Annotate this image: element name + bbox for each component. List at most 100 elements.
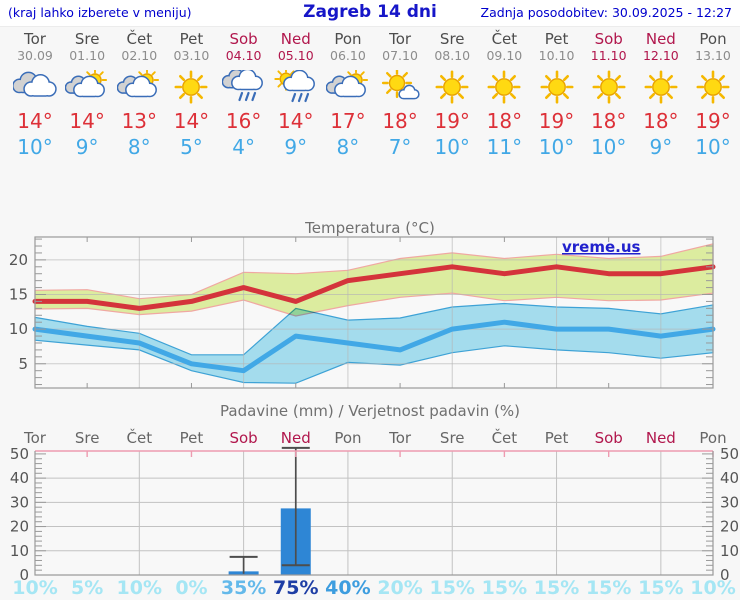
- day-name: Tor: [24, 30, 46, 48]
- weather-icon-rain: [216, 68, 272, 106]
- precip-day-label: Sre: [74, 429, 100, 447]
- day-name: Tor: [389, 30, 412, 48]
- precip-probability: 75%: [273, 577, 319, 599]
- precip-day-label: Ned: [645, 429, 676, 447]
- precip-axis-label-right: 50: [720, 445, 739, 463]
- day-date: 04.10: [225, 48, 262, 63]
- day-name: Čet: [126, 30, 153, 48]
- day-date: 07.10: [382, 48, 418, 63]
- day-name: Pet: [544, 30, 569, 48]
- day-date: 13.10: [695, 48, 731, 63]
- precip-probability: 15%: [533, 577, 580, 599]
- day-min-temp: 10°: [434, 135, 470, 159]
- day-max-temp: 14°: [278, 109, 314, 133]
- weather-icon-sunny: [581, 70, 637, 106]
- day-min-temp: 10°: [17, 135, 53, 159]
- precip-probability: 10%: [690, 577, 736, 599]
- day-name: Sre: [74, 30, 100, 48]
- precip-day-label: Pet: [179, 429, 204, 447]
- precip-day-label: Tor: [389, 429, 412, 447]
- precip-axis-label-right: 20: [720, 518, 739, 536]
- watermark-link[interactable]: vreme.us: [562, 238, 641, 256]
- precipitation-chart-title: Padavine (mm) / Verjetnost padavin (%): [220, 402, 520, 420]
- day-name: Ned: [280, 30, 311, 48]
- day-max-temp: 18°: [486, 109, 523, 133]
- day-column: Sob 04.10 16° 4°: [216, 30, 272, 160]
- day-column: Sob 11.10 18° 10°: [581, 30, 637, 160]
- weather-icon-sunny: [529, 70, 585, 106]
- precip-probability: 10%: [116, 577, 163, 599]
- precip-day-label: Ned: [280, 429, 311, 447]
- day-max-temp: 14°: [173, 109, 210, 133]
- weather-icon-sunny: [685, 70, 740, 106]
- weather-icon-sun-cloud: [372, 67, 428, 106]
- precip-axis-label-left: 40: [10, 469, 29, 487]
- day-max-temp: 18°: [382, 109, 418, 133]
- day-date: 03.10: [173, 48, 210, 63]
- temp-axis-label: 5: [18, 355, 28, 373]
- weather-icon-partly: [59, 67, 115, 106]
- temp-axis-label: 20: [9, 251, 28, 269]
- precip-axis-label-right: 10: [720, 542, 739, 560]
- day-name: Čet: [491, 30, 518, 48]
- precip-day-label: Pon: [699, 429, 727, 447]
- day-date: 30.09: [17, 48, 53, 63]
- day-date: 01.10: [69, 48, 106, 63]
- day-max-temp: 19°: [434, 109, 470, 133]
- precip-day-label: Sob: [594, 429, 623, 447]
- day-max-temp: 19°: [695, 109, 731, 133]
- page-title: Zagreb 14 dni: [303, 2, 437, 22]
- precip-probability: 20%: [377, 577, 423, 599]
- precip-probability: 0%: [175, 577, 208, 599]
- day-max-temp: 14°: [69, 109, 105, 133]
- precipitation-bar: [228, 571, 259, 575]
- day-date: 11.10: [590, 48, 627, 63]
- weather-icon-partly: [320, 67, 376, 106]
- day-column: Pet 10.10 19° 10°: [529, 30, 585, 160]
- day-name: Sob: [229, 30, 258, 48]
- day-column: Pon 06.10 17° 8°: [320, 30, 376, 160]
- precip-probability: 15%: [481, 577, 528, 599]
- day-min-temp: 5°: [180, 135, 203, 159]
- day-date: 08.10: [434, 48, 471, 63]
- precip-probability: 15%: [638, 577, 684, 599]
- temperature-chart: 5 10 15 20 vreme.us: [9, 236, 716, 389]
- day-min-temp: 10°: [695, 135, 731, 159]
- day-date: 02.10: [121, 48, 158, 63]
- day-min-temp: 9°: [649, 135, 673, 159]
- precip-probability: 15%: [429, 577, 475, 599]
- day-date: 10.10: [538, 48, 575, 63]
- precip-axis-label-left: 10: [10, 542, 29, 560]
- precip-day-label: Pon: [334, 429, 362, 447]
- precip-probability: 5%: [71, 577, 104, 599]
- precip-day-label: Pet: [544, 429, 569, 447]
- weather-icon-sunny: [424, 70, 480, 106]
- day-column: Sre 01.10 14° 9°: [59, 30, 115, 160]
- day-name: Sob: [594, 30, 623, 48]
- precip-axis-label-right: 40: [720, 469, 739, 487]
- day-min-temp: 8°: [336, 135, 360, 159]
- day-max-temp: 18°: [590, 109, 627, 133]
- day-date: 05.10: [277, 48, 314, 63]
- temp-axis-label: 10: [9, 320, 28, 338]
- day-max-temp: 13°: [121, 109, 158, 133]
- day-date: 12.10: [642, 48, 679, 63]
- day-min-temp: 8°: [127, 135, 151, 159]
- last-update: Zadnja posodobitev: 30.09.2025 - 12:27: [480, 5, 732, 20]
- precip-day-label: Tor: [24, 429, 46, 447]
- day-column: Ned 12.10 18° 9°: [633, 30, 689, 160]
- day-date: 06.10: [330, 48, 366, 63]
- precip-axis-label-left: 20: [10, 518, 29, 536]
- day-max-temp: 18°: [643, 109, 679, 133]
- day-max-temp: 16°: [225, 109, 262, 133]
- day-name: Pon: [334, 30, 362, 48]
- weather-icon-cloudy: [7, 70, 63, 106]
- day-min-temp: 7°: [388, 135, 412, 159]
- precip-probability: 10%: [12, 577, 58, 599]
- day-max-temp: 17°: [330, 109, 366, 133]
- temp-axis-label: 15: [9, 285, 28, 303]
- day-column: Tor 30.09 14° 10°: [7, 30, 63, 160]
- day-column: Sre 08.10 19° 10°: [424, 30, 480, 160]
